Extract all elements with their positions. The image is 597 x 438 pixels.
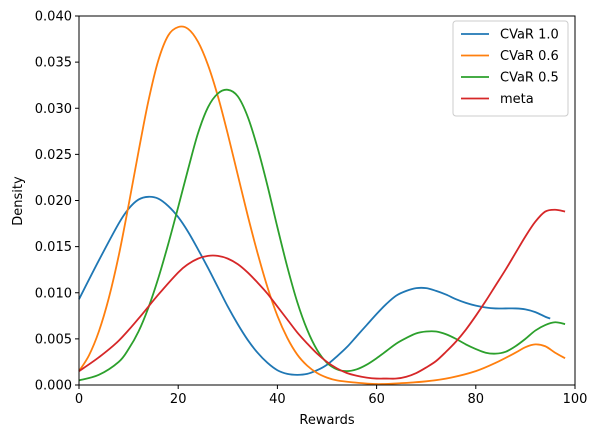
series-line-cvar-0-5 <box>78 88 566 382</box>
x-tick-label: 80 <box>468 392 485 407</box>
x-axis-ticks: 0 20 40 60 80 100 <box>75 385 588 407</box>
legend: CVaR 1.0 CVaR 0.6 CVaR 0.5 meta <box>452 20 569 117</box>
legend-box <box>452 20 569 117</box>
legend-label-cvar-0-5: CVaR 0.5 <box>500 71 559 86</box>
y-tick-label: 0.035 <box>35 56 72 71</box>
y-axis-ticks: 0.000 0.005 0.010 0.015 0.020 0.025 0.030 0.035… <box>35 10 79 394</box>
y-tick-label: 0.030 <box>35 102 72 117</box>
series-line-meta <box>78 208 566 380</box>
y-tick-label: 0.015 <box>35 240 72 255</box>
y-axis-label: Density <box>11 176 26 226</box>
x-tick-label: 60 <box>368 392 385 407</box>
y-tick-label: 0.040 <box>35 10 72 25</box>
y-tick-label: 0.020 <box>35 194 72 209</box>
series-line-cvar-0-6 <box>78 25 566 386</box>
y-tick-label: 0.010 <box>35 286 72 301</box>
legend-label-cvar-0-6: CVaR 0.6 <box>500 49 559 64</box>
x-tick-label: 20 <box>170 392 187 407</box>
y-tick-label: 0.000 <box>35 379 72 394</box>
series-line-cvar-1-0 <box>78 195 551 376</box>
x-tick-label: 40 <box>269 392 286 407</box>
series-lines <box>78 25 566 386</box>
x-tick-label: 100 <box>563 392 588 407</box>
legend-label-meta: meta <box>500 92 534 107</box>
legend-label-cvar-1-0: CVaR 1.0 <box>500 28 559 43</box>
y-tick-label: 0.005 <box>35 332 72 347</box>
x-axis-label: Rewards <box>299 413 354 428</box>
y-tick-label: 0.025 <box>35 148 72 163</box>
x-tick-label: 0 <box>75 392 83 407</box>
